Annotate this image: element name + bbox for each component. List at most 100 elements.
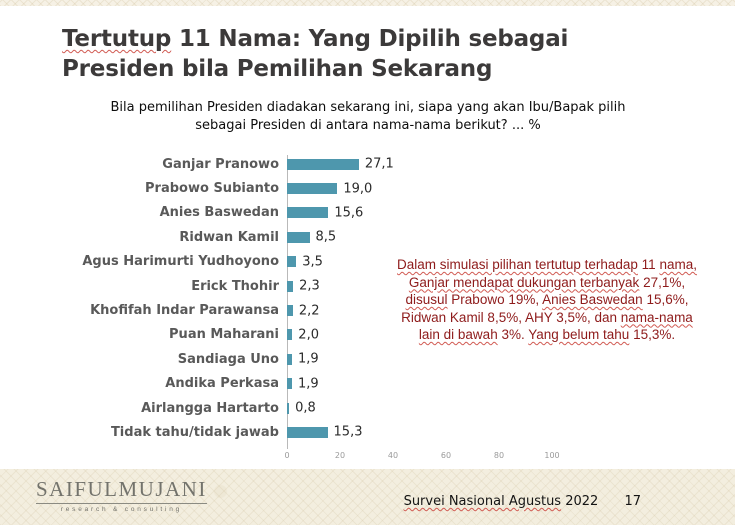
bar xyxy=(287,378,293,390)
annotation-line: Dalam simulasi pilihan tertutup terhadap… xyxy=(376,256,718,274)
slide-title: Tertutup 11 Nama: Yang Dipilih sebagai P… xyxy=(62,24,712,84)
x-tick-label: 40 xyxy=(387,450,399,460)
bar-chart: Ganjar Pranowo 27,1 Prabowo Subianto 19,0 An… xyxy=(0,152,735,465)
spellcheck-underlined-text: nama-nama xyxy=(620,309,693,325)
survey-question-line1: Bila pemilihan Presiden diadakan sekaran… xyxy=(110,100,626,115)
category-label: Agus Harimurti Yudhoyono xyxy=(82,254,279,270)
text-segment: 11 xyxy=(637,257,660,272)
annotation-text: Dalam simulasi pilihan tertutup terhadap… xyxy=(376,256,718,344)
spellcheck-underlined-text: disusul xyxy=(405,292,448,307)
bar xyxy=(287,256,297,268)
page-number: 17 xyxy=(624,494,641,509)
bar-track: 15,6 xyxy=(287,205,735,221)
footer-band xyxy=(0,469,735,525)
value-label: 2,2 xyxy=(298,303,320,319)
value-label: 1,9 xyxy=(298,351,319,367)
spellcheck-underlined-text: lain di bawah xyxy=(418,327,498,342)
category-label: Erick Thohir xyxy=(191,278,279,294)
value-label: 1,9 xyxy=(298,376,319,392)
category-label: Ganjar Pranowo xyxy=(162,156,279,172)
smrc-logo-name: SAIFULMUJANI xyxy=(36,477,207,504)
value-label: 2,0 xyxy=(298,327,319,343)
bar-track: 19,0 xyxy=(287,181,735,197)
slide-title-line2: Presiden bila Pemilihan Sekarang xyxy=(62,56,493,82)
survey-question: Bila pemilihan Presiden diadakan sekaran… xyxy=(78,99,658,135)
survey-question-line2: sebagai Presiden di antara nama-nama ber… xyxy=(195,118,541,133)
bar-track: 8,5 xyxy=(287,229,735,245)
bar xyxy=(287,158,359,170)
chart-row: Puan Maharani 2,0 xyxy=(0,323,735,347)
value-label: 27,1 xyxy=(364,156,394,172)
chart-row: Agus Harimurti Yudhoyono 3,5 xyxy=(0,250,735,274)
text-segment: 15,6%, xyxy=(642,292,689,307)
bar xyxy=(287,329,293,341)
x-tick-label: 0 xyxy=(284,450,290,460)
bar-track: 2,2 xyxy=(287,303,735,319)
text-segment: Ridwan Kamil 8,5%, AHY 3,5%, dan xyxy=(401,309,621,325)
bar xyxy=(287,183,338,195)
bar-track: 2,0 xyxy=(287,327,735,343)
value-label: 0,8 xyxy=(295,400,316,416)
bar-track: 1,9 xyxy=(287,376,735,392)
spellcheck-underlined-text: Yang belum tahu xyxy=(528,327,630,342)
chart-row: Prabowo Subianto 19,0 xyxy=(0,176,735,200)
x-tick-label: 60 xyxy=(440,450,452,460)
value-label: 2,3 xyxy=(299,278,320,294)
chart-row: Ganjar Pranowo 27,1 xyxy=(0,152,735,176)
category-label: Andika Perkasa xyxy=(165,376,279,392)
x-axis-ticks: 0 20 40 60 80 100 xyxy=(284,450,735,465)
category-label: Ridwan Kamil xyxy=(179,229,279,245)
category-axis-line xyxy=(287,155,288,449)
annotation-line: Ridwan Kamil 8,5%, AHY 3,5%, dan nama-na… xyxy=(376,309,718,327)
bar xyxy=(287,207,329,219)
x-tick-label: 20 xyxy=(334,450,346,460)
smrc-logo: SAIFULMUJANI research & consulting xyxy=(36,477,207,513)
bar-track: 1,9 xyxy=(287,351,735,367)
bar-track: 0,8 xyxy=(287,400,735,416)
text-segment: Prabowo 19%, xyxy=(447,292,543,307)
text-segment: 11 Nama: Yang Dipilih sebagai xyxy=(171,26,569,52)
top-decorative-strip xyxy=(0,0,735,6)
spellcheck-underlined-text: Tertutup xyxy=(62,26,172,52)
chart-row: Erick Thohir 2,3 xyxy=(0,274,735,298)
bar-track: 27,1 xyxy=(287,156,735,172)
bar-track: 2,3 xyxy=(287,278,735,294)
category-label: Airlangga Hartarto xyxy=(141,400,279,416)
bar xyxy=(287,426,328,438)
bar xyxy=(287,231,310,243)
spellcheck-underlined-text: nama, xyxy=(659,257,697,272)
x-tick-label: 80 xyxy=(493,450,505,460)
chart-row: Khofifah Indar Parawansa 2,2 xyxy=(0,298,735,322)
text-segment: 15,3%. xyxy=(629,327,676,342)
survey-name: Survei Nasional Agustus 2022 xyxy=(404,494,599,509)
value-label: 8,5 xyxy=(315,229,337,245)
x-tick-label: 100 xyxy=(544,450,560,460)
value-label: 3,5 xyxy=(302,254,323,270)
footer-note: Survei Nasional Agustus 2022 17 xyxy=(404,494,641,509)
spellcheck-underlined-text: Survei Nasional Agustus xyxy=(403,494,562,509)
text-segment: 2022 xyxy=(561,494,599,509)
value-label: 15,6 xyxy=(334,205,364,221)
spellcheck-underlined-text: Dalam simulasi pilihan tertutup terhadap xyxy=(397,257,638,272)
spellcheck-underlined-text: Anies Baswedan xyxy=(542,292,643,307)
chart-row: Ridwan Kamil 8,5 xyxy=(0,225,735,249)
text-segment: 27,1%, xyxy=(639,274,686,290)
chart-row: Airlangga Hartarto 0,8 xyxy=(0,396,735,420)
smrc-logo-subtitle: research & consulting xyxy=(60,506,183,513)
chart-row: Anies Baswedan 15,6 xyxy=(0,201,735,225)
chart-row: Sandiaga Uno 1,9 xyxy=(0,347,735,371)
chart-row: Andika Perkasa 1,9 xyxy=(0,372,735,396)
category-label: Sandiaga Uno xyxy=(177,351,279,367)
bar-track: 15,3 xyxy=(287,425,735,440)
bar xyxy=(287,305,293,317)
chart-row: Tidak tahu/tidak jawab 15,3 xyxy=(0,420,735,444)
category-label: Prabowo Subianto xyxy=(145,181,279,197)
value-label: 19,0 xyxy=(343,181,373,197)
slide-title-line1: Tertutup 11 Nama: Yang Dipilih sebagai xyxy=(62,24,712,54)
bar-track: 3,5 xyxy=(287,254,735,270)
category-label: Anies Baswedan xyxy=(159,205,279,221)
category-label: Puan Maharani xyxy=(169,327,279,343)
bar-rows: Ganjar Pranowo 27,1 Prabowo Subianto 19,0 An… xyxy=(0,152,735,445)
bar xyxy=(287,353,293,365)
